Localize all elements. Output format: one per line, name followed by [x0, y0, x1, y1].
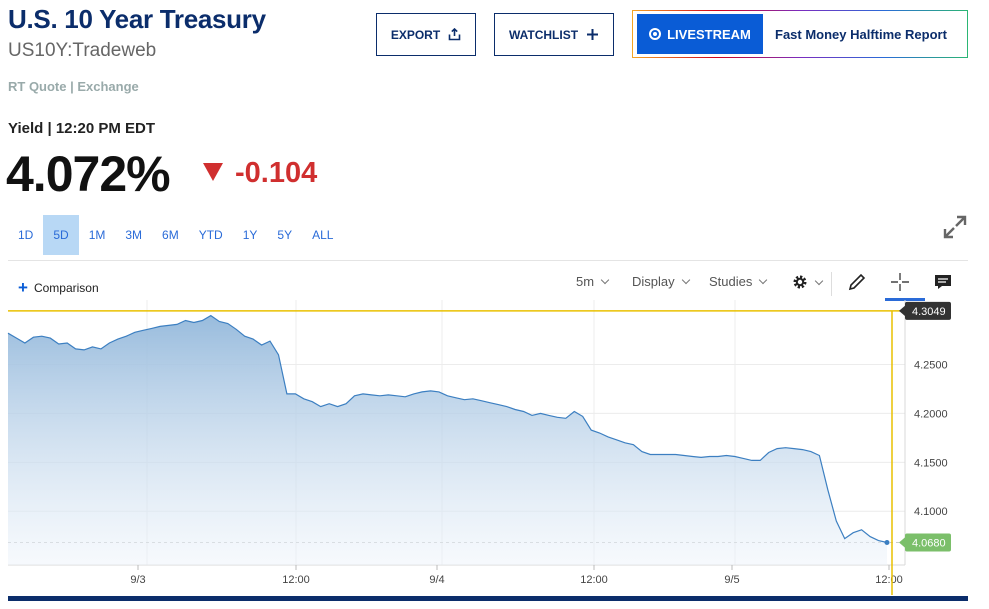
- quote-source: RT Quote | Exchange: [8, 79, 139, 94]
- range-3m[interactable]: 3M: [125, 228, 143, 242]
- crosshair-value-label: 4.3049: [912, 306, 946, 318]
- livestream-show-title[interactable]: Fast Money Halftime Report: [775, 26, 947, 42]
- display-label: Display: [632, 274, 675, 289]
- yield-chart[interactable]: 4.1000 4.1500 4.2000 4.2500 9/3 12:00 9/4 12:00…: [0, 300, 989, 609]
- gear-icon: [793, 275, 807, 289]
- share-icon: [448, 28, 461, 41]
- livestream-button[interactable]: LIVESTREAM: [637, 14, 763, 54]
- x-tick-label-2: 9/4: [429, 574, 444, 586]
- plus-icon: +: [18, 278, 28, 297]
- quote-price: 4.072%: [6, 146, 171, 202]
- live-dot-icon: [649, 28, 662, 40]
- export-button[interactable]: EXPORT: [376, 13, 476, 56]
- last-value-point: [884, 540, 890, 546]
- display-dropdown[interactable]: Display: [632, 274, 690, 289]
- range-1y[interactable]: 1Y: [242, 228, 258, 242]
- page-title: U.S. 10 Year Treasury: [8, 4, 266, 34]
- studies-dropdown[interactable]: Studies: [709, 274, 768, 289]
- down-arrow-icon: [203, 163, 223, 181]
- settings-dropdown[interactable]: [792, 274, 824, 290]
- range-all[interactable]: ALL: [312, 228, 334, 242]
- x-tick-label-0: 9/3: [130, 574, 145, 586]
- bottom-bar: [8, 596, 968, 601]
- watchlist-label: WATCHLIST: [508, 27, 579, 42]
- ticker-symbol: US10Y:Tradeweb: [8, 40, 157, 61]
- y-tick-label-1: 4.1500: [914, 457, 948, 469]
- expand-icon[interactable]: [942, 214, 968, 240]
- chevron-down-icon: [814, 276, 824, 285]
- export-label: EXPORT: [390, 27, 441, 42]
- y-tick-label-2: 4.2000: [914, 408, 948, 420]
- comparison-label: Comparison: [33, 281, 99, 295]
- range-ytd[interactable]: YTD: [198, 228, 223, 242]
- comparison-button[interactable]: + Comparison: [18, 278, 99, 298]
- interval-label: 5m: [576, 274, 595, 289]
- interval-dropdown[interactable]: 5m: [576, 274, 610, 289]
- crosshair-value-tag-pointer: [899, 304, 906, 317]
- x-tick-label-3: 12:00: [580, 574, 608, 586]
- x-tick-label-5: 12:00: [875, 574, 903, 586]
- section-divider: [8, 260, 968, 261]
- crosshair-active-indicator: [885, 298, 925, 301]
- time-range-tabs: 1D 5D 1M 3M 6M YTD 1Y 5Y ALL: [8, 215, 343, 255]
- last-value-label: 4.0680: [912, 538, 946, 550]
- chevron-down-icon: [681, 275, 690, 285]
- range-1m[interactable]: 1M: [88, 228, 106, 242]
- plus-icon: [587, 29, 599, 40]
- range-5d[interactable]: 5D: [43, 215, 79, 255]
- studies-label: Studies: [709, 274, 753, 289]
- range-6m[interactable]: 6M: [162, 228, 179, 242]
- yield-timestamp: Yield | 12:20 PM EDT: [8, 120, 156, 137]
- y-tick-label-3: 4.2500: [914, 360, 948, 372]
- last-value-tag-pointer: [899, 536, 906, 549]
- x-tick-label-4: 9/5: [724, 574, 739, 586]
- livestream-label: LIVESTREAM: [667, 26, 751, 42]
- comment-icon[interactable]: [933, 272, 953, 292]
- quote-change: -0.104: [235, 157, 318, 189]
- livestream-promo[interactable]: LIVESTREAM Fast Money Halftime Report: [632, 10, 968, 58]
- watchlist-button[interactable]: WATCHLIST: [494, 13, 614, 56]
- chart-series-line: [7, 314, 888, 544]
- crosshair-value-tag: [905, 301, 951, 320]
- crosshair-icon[interactable]: [890, 272, 910, 292]
- chevron-down-icon: [600, 275, 610, 285]
- chart-area-fill: [8, 315, 887, 565]
- x-tick-label-1: 12:00: [282, 574, 310, 586]
- pencil-icon[interactable]: [847, 272, 867, 292]
- range-5y[interactable]: 5Y: [277, 228, 293, 242]
- range-1d[interactable]: 1D: [18, 228, 34, 242]
- y-tick-label-0: 4.1000: [914, 506, 948, 518]
- toolbar-separator: [831, 272, 832, 296]
- chevron-down-icon: [759, 275, 768, 285]
- last-value-tag: [905, 533, 951, 552]
